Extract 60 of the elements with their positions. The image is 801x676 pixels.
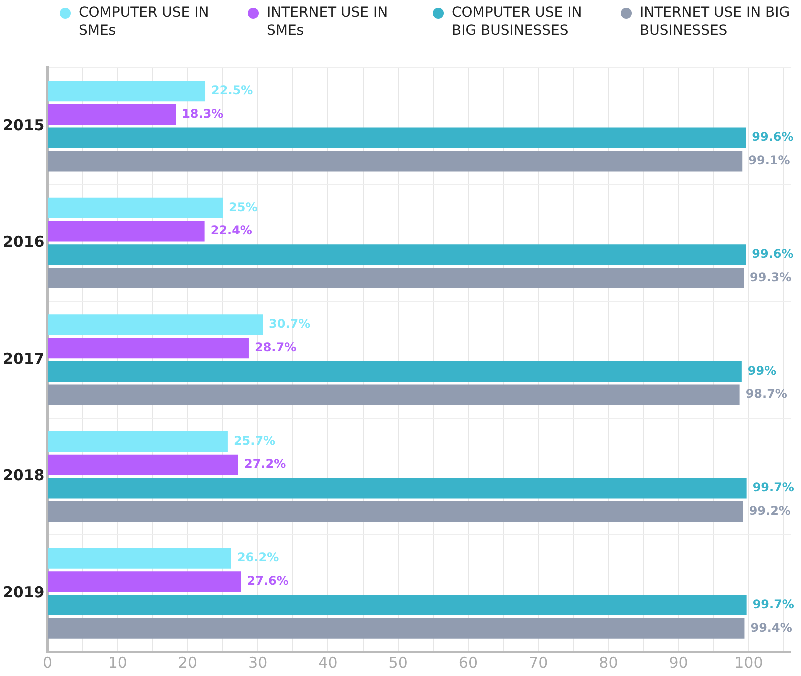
x-tick-label: 60: [458, 654, 478, 672]
x-tick-label: 0: [42, 654, 53, 672]
bar: [48, 431, 228, 452]
bar: [48, 338, 249, 359]
bar: [48, 478, 747, 499]
data-label: 99%: [748, 364, 777, 378]
data-label: 99.6%: [752, 247, 794, 262]
y-tick-label: 2015: [3, 116, 45, 134]
bar: [48, 244, 746, 266]
bar: [48, 221, 205, 242]
x-tick-label: 80: [599, 654, 618, 672]
data-label: 22.5%: [212, 83, 254, 98]
bar: [48, 268, 744, 289]
x-tick-label: 70: [529, 654, 548, 672]
data-label: 99.6%: [752, 130, 794, 144]
data-label: 99.4%: [750, 620, 792, 635]
bar: [48, 314, 264, 336]
legend-label: COMPUTER USE IN BIG BUSINESSES: [452, 4, 584, 40]
bar: [48, 595, 747, 616]
bar: [48, 81, 206, 102]
x-tick-label: 20: [178, 654, 198, 672]
bar: [48, 618, 745, 639]
legend-label: INTERNET USE IN BIG BUSINESSES: [640, 4, 791, 40]
y-tick-label: 2017: [3, 350, 45, 368]
x-tick-label: 100: [734, 654, 764, 672]
legend-label: INTERNET USE IN SMEs: [267, 4, 390, 40]
bar: [48, 128, 746, 148]
data-label: 99.2%: [749, 504, 791, 518]
x-tick-label: 90: [669, 654, 688, 672]
data-label: 22.4%: [210, 224, 252, 238]
bar: [48, 548, 232, 569]
bar: [48, 361, 742, 382]
data-label: 30.7%: [269, 317, 311, 332]
data-label: 28.7%: [254, 340, 297, 354]
x-tick-label: 50: [388, 654, 408, 672]
y-tick-label: 2016: [3, 233, 45, 252]
bar: [48, 454, 238, 476]
data-label: 98.7%: [746, 387, 788, 402]
x-tick-label: 40: [318, 654, 338, 672]
data-label: 25%: [229, 200, 258, 214]
y-tick-label: 2018: [3, 466, 45, 485]
bar: [48, 502, 744, 522]
bar: [48, 384, 740, 406]
data-label: 27.2%: [244, 457, 286, 472]
bar: [48, 104, 176, 125]
bar: [48, 151, 743, 172]
data-label: 25.7%: [234, 434, 276, 448]
data-label: 99.7%: [752, 597, 794, 612]
data-label: 27.6%: [247, 574, 289, 588]
bar: [48, 198, 224, 218]
y-tick-label: 2019: [3, 583, 45, 602]
x-tick-label: 30: [248, 654, 268, 672]
data-label: 18.3%: [182, 106, 224, 121]
data-label: 26.2%: [237, 550, 280, 565]
data-label: 99.7%: [752, 480, 794, 495]
data-label: 99.1%: [748, 154, 790, 168]
legend-label: COMPUTER USE IN SMEs: [79, 4, 210, 40]
x-tick-label: 10: [108, 654, 128, 672]
data-label: 99.3%: [750, 270, 792, 284]
bar: [48, 572, 242, 592]
